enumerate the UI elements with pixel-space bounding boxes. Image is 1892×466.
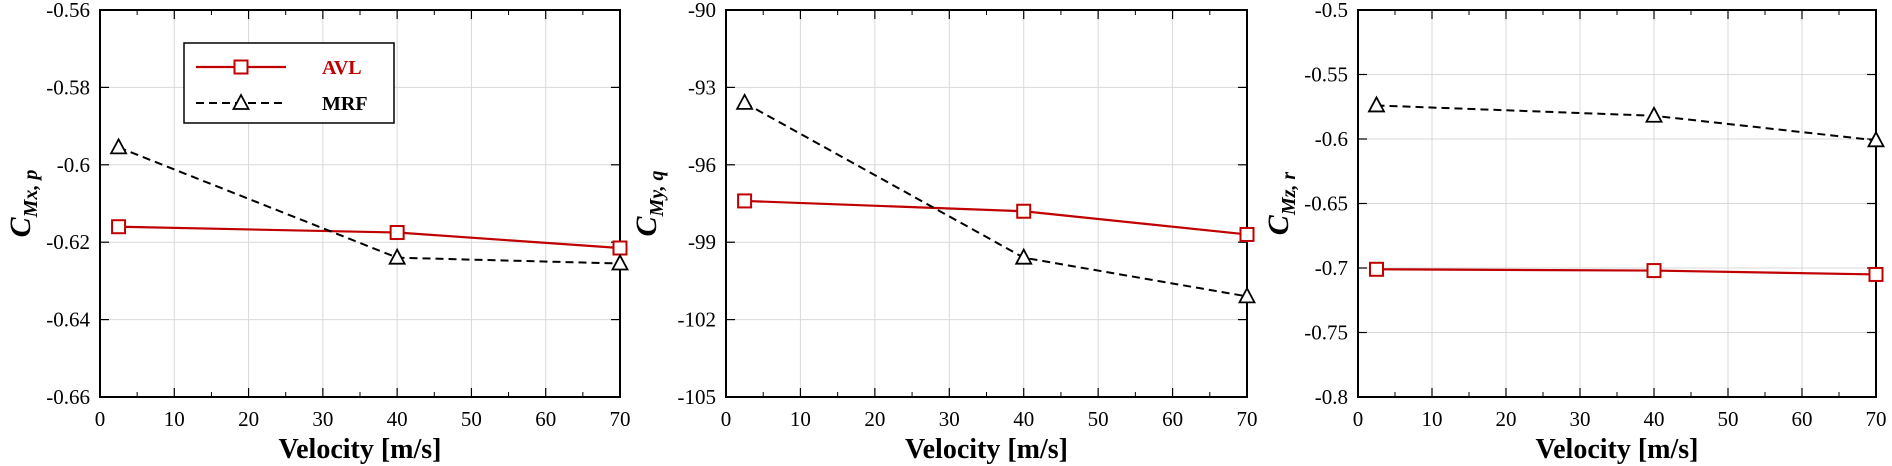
chart-0-point-mrf (610, 253, 630, 271)
chart-0-ytick-label: -0.56 (46, 0, 90, 22)
chart-2-xtick-label: 10 (1422, 407, 1443, 431)
chart-2-series-avl-line (1376, 268, 1877, 276)
chart-2-xtick-label: 30 (1570, 407, 1591, 431)
chart-0-xlabel: Velocity [m/s] (278, 434, 441, 465)
chart-1-xtick-label: 60 (1162, 407, 1183, 431)
chart-legend: AVL MRF (183, 42, 395, 124)
chart-0-xtick-label: 60 (535, 407, 556, 431)
chart-1-ytick-label: -90 (688, 0, 716, 22)
chart-2-point-mrf (1367, 95, 1386, 113)
chart-2-point-mrf (1866, 130, 1886, 148)
chart-1-point-avl (1016, 203, 1032, 219)
legend-mrf-marker (231, 93, 251, 110)
chart-1-ylabel: CMy, q (630, 171, 668, 237)
chart-0-ytick-label: -0.66 (46, 385, 90, 409)
chart-0-point-mrf (109, 137, 128, 155)
chart-2-xtick-label: 70 (1866, 407, 1887, 431)
chart-1-xtick-label: 50 (1088, 407, 1109, 431)
chart-0-xtick-label: 0 (95, 407, 106, 431)
chart-2-ytick-label: -0.7 (1315, 256, 1348, 280)
chart-0-series-avl-line (118, 225, 621, 250)
chart-1-point-mrf (1014, 247, 1033, 265)
chart-0-ytick-label: -0.6 (57, 153, 90, 177)
chart-2-ylabel: CMz, r (1262, 172, 1300, 236)
chart-1-ylabel-sub: My, q (646, 171, 668, 218)
chart-1-xtick-label: 10 (790, 407, 811, 431)
chart-0-plot-frame (99, 9, 621, 398)
chart-2-ylabel-sub: Mz, r (1278, 172, 1300, 217)
chart-0-xtick-label: 40 (387, 407, 408, 431)
chart-1-ytick-label: -96 (688, 153, 716, 177)
chart-1-ytick-label: -99 (688, 230, 716, 254)
chart-0-xtick-label: 10 (164, 407, 185, 431)
chart-2-xlabel: Velocity [m/s] (1535, 434, 1698, 465)
chart-2-ytick-label: -0.5 (1315, 0, 1348, 22)
chart-0-ylabel-sub: Mx, p (20, 170, 42, 219)
chart-0-xtick-label: 70 (610, 407, 631, 431)
chart-2-ytick-label: -0.65 (1304, 192, 1348, 216)
chart-0-point-avl (111, 219, 127, 235)
chart-2-point-avl (1369, 261, 1384, 277)
chart-1-plot-frame (725, 9, 1248, 398)
chart-2-point-avl (1868, 266, 1884, 282)
chart-1-xtick-label: 0 (721, 407, 732, 431)
chart-2-point-mrf (1644, 105, 1664, 123)
chart-1-xlabel: Velocity [m/s] (905, 434, 1068, 465)
legend-avl-label: AVL (322, 57, 362, 79)
chart-0-point-avl (612, 240, 628, 256)
legend-box (183, 42, 395, 124)
chart-2-xtick-label: 0 (1353, 407, 1364, 431)
chart-2-ytick-label: -0.75 (1304, 321, 1348, 345)
chart-1-xtick-label: 70 (1237, 407, 1258, 431)
legend-avl-marker (233, 59, 249, 75)
chart-0-ylabel: CMx, p (4, 170, 42, 238)
chart-1-point-mrf (1237, 286, 1257, 304)
chart-panel-cmx: 0 10 20 30 40 50 60 70 -0.66 -0.64 -0.62 -0.6 -0.58 -… (4, 0, 631, 465)
chart-2-point-avl (1646, 263, 1662, 279)
chart-0-point-mrf (388, 247, 407, 265)
chart-0-xtick-label: 30 (312, 407, 333, 431)
legend-mrf-label: MRF (322, 93, 368, 115)
chart-2-ytick-label: -0.8 (1315, 385, 1348, 409)
chart-1-point-avl (737, 193, 753, 209)
chart-2-ytick-label: -0.6 (1315, 127, 1348, 151)
chart-2-xtick-label: 50 (1718, 407, 1739, 431)
chart-0-point-avl (389, 225, 405, 241)
chart-1-ytick-label: -105 (678, 385, 717, 409)
chart-0-ytick-label: -0.62 (46, 230, 90, 254)
chart-1-series-mrf-line (744, 102, 1248, 298)
chart-2-series-mrf-line (1376, 104, 1877, 142)
chart-1-point-mrf (735, 92, 754, 110)
chart-1-xtick-label: 40 (1013, 407, 1034, 431)
chart-panel-cmy: 0 10 20 30 40 50 60 70 -105 -102 -99 -96 -93 -90 Veloc… (630, 0, 1258, 465)
chart-1-ylabel-main: C (630, 215, 663, 236)
chart-1-xtick-label: 20 (864, 407, 885, 431)
chart-1-ytick-label: -102 (678, 308, 717, 332)
chart-2-plot-frame (1357, 9, 1877, 398)
chart-0-ytick-label: -0.64 (46, 308, 90, 332)
chart-0-xtick-label: 50 (461, 407, 482, 431)
chart-1-ytick-label: -93 (688, 75, 716, 99)
chart-2-xtick-label: 40 (1644, 407, 1665, 431)
chart-2-ytick-label: -0.55 (1304, 63, 1348, 87)
chart-panel-cmz: 0 10 20 30 40 50 60 70 -0.8 -0.75 -0.7 -0.65 -0.6 -0.… (1262, 0, 1887, 465)
chart-2-xtick-label: 20 (1496, 407, 1517, 431)
chart-2-xtick-label: 60 (1792, 407, 1813, 431)
chart-0-ylabel-main: C (4, 216, 37, 237)
chart-0-xtick-label: 20 (238, 407, 259, 431)
chart-0-ytick-label: -0.58 (46, 75, 90, 99)
chart-2-ylabel-main: C (1262, 214, 1295, 235)
chart-1-series-avl-line (744, 199, 1248, 236)
chart-1-xtick-label: 30 (939, 407, 960, 431)
chart-1-point-avl (1239, 226, 1255, 242)
